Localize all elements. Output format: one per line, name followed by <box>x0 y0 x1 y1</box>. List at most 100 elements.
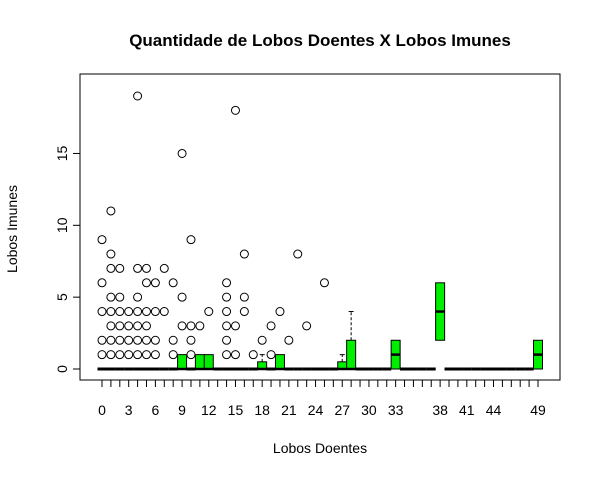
outlier-point <box>275 307 285 317</box>
outlier-point <box>141 350 151 360</box>
outlier-point <box>124 350 134 360</box>
box-38 <box>435 282 446 341</box>
outlier-point <box>133 91 143 101</box>
outlier-point <box>150 350 160 360</box>
x-tick-label: 3 <box>125 402 133 418</box>
outlier-point <box>186 321 196 331</box>
x-tick-label: 33 <box>388 402 404 418</box>
outlier-point <box>239 292 249 302</box>
box-12 <box>203 354 214 371</box>
outlier-point <box>97 335 107 345</box>
outlier-point <box>133 307 143 317</box>
outlier-point <box>222 335 232 345</box>
x-tick-label: 44 <box>486 402 502 418</box>
outlier-point <box>222 292 232 302</box>
outlier-point <box>141 263 151 273</box>
outlier-point <box>106 335 116 345</box>
x-tick-label: 30 <box>361 402 377 418</box>
outlier-point <box>222 350 232 360</box>
box-49 <box>533 339 543 370</box>
outlier-point <box>302 321 312 331</box>
outlier-point <box>284 335 294 345</box>
y-axis: 0 5 10 15 <box>54 145 81 373</box>
outlier-point <box>159 307 169 317</box>
x-tick-label: 15 <box>228 402 244 418</box>
x-tick-label: 38 <box>432 402 448 418</box>
outlier-point <box>115 307 125 317</box>
outlier-point <box>124 335 134 345</box>
box-27 <box>337 354 348 371</box>
outlier-point <box>186 350 196 360</box>
outlier-point <box>106 206 116 216</box>
outlier-point <box>177 148 187 158</box>
box-9 <box>177 354 188 371</box>
box-body-12 <box>203 354 214 370</box>
outlier-point <box>97 235 107 245</box>
x-tick-label: 21 <box>281 402 297 418</box>
outlier-point <box>124 307 134 317</box>
outlier-point <box>195 321 205 331</box>
outlier-point <box>133 350 143 360</box>
outlier-point <box>150 335 160 345</box>
outlier-point <box>106 307 116 317</box>
outlier-point <box>266 350 276 360</box>
outlier-layer <box>97 91 329 360</box>
x-axis: 0 3 6 9 12 15 18 21 24 27 30 33 38 41 44 49 <box>98 379 546 418</box>
outlier-point <box>141 307 151 317</box>
box-body-28 <box>346 339 357 370</box>
x-tick-label: 24 <box>308 402 324 418</box>
y-tick-label: 0 <box>54 365 70 373</box>
outlier-point <box>159 263 169 273</box>
outlier-point <box>239 307 249 317</box>
outlier-point <box>115 321 125 331</box>
outlier-point <box>115 335 125 345</box>
outlier-point <box>150 307 160 317</box>
outlier-point <box>266 321 276 331</box>
x-tick-label: 27 <box>334 402 350 418</box>
outlier-point <box>115 292 125 302</box>
outlier-point <box>230 321 240 331</box>
outlier-point <box>222 321 232 331</box>
outlier-point <box>186 335 196 345</box>
outlier-point <box>168 335 178 345</box>
box-18 <box>257 354 268 371</box>
outlier-point <box>186 235 196 245</box>
outlier-point <box>168 278 178 288</box>
x-tick-label: 12 <box>201 402 217 418</box>
outlier-point <box>248 350 258 360</box>
y-axis-label: Lobos Imunes <box>4 185 20 273</box>
x-tick-label: 9 <box>178 402 186 418</box>
outlier-point <box>133 292 143 302</box>
outlier-point <box>106 350 116 360</box>
outlier-point <box>177 321 187 331</box>
box-body-20 <box>274 354 285 370</box>
box-20 <box>274 354 285 371</box>
outlier-point <box>141 278 151 288</box>
outlier-point <box>257 335 267 345</box>
outlier-point <box>222 307 232 317</box>
outlier-point <box>168 350 178 360</box>
outlier-point <box>319 278 329 288</box>
y-tick-label: 15 <box>54 145 70 161</box>
y-tick-label: 10 <box>54 217 70 233</box>
outlier-point <box>222 278 232 288</box>
box-33 <box>390 339 401 370</box>
outlier-point <box>97 350 107 360</box>
outlier-point <box>230 105 240 115</box>
chart-title: Quantidade de Lobos Doentes X Lobos Imun… <box>129 31 511 50</box>
outlier-point <box>133 335 143 345</box>
box-body-9 <box>177 354 188 370</box>
box-28 <box>346 311 357 371</box>
outlier-point <box>115 263 125 273</box>
x-tick-label: 0 <box>98 402 106 418</box>
outlier-point <box>106 292 116 302</box>
outlier-point <box>106 321 116 331</box>
outlier-point <box>106 263 116 273</box>
plot-frame <box>79 73 561 381</box>
y-tick-label: 5 <box>54 293 70 301</box>
outlier-point <box>204 307 214 317</box>
outlier-point <box>239 249 249 259</box>
box-body-11 <box>194 354 205 370</box>
outlier-point <box>230 350 240 360</box>
